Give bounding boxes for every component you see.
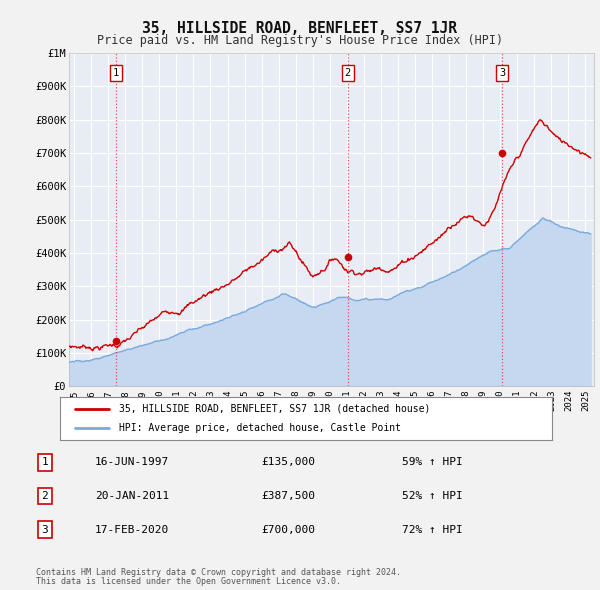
Text: 3: 3	[499, 68, 505, 78]
Text: Price paid vs. HM Land Registry's House Price Index (HPI): Price paid vs. HM Land Registry's House …	[97, 34, 503, 47]
Text: 52% ↑ HPI: 52% ↑ HPI	[401, 491, 463, 501]
Text: 35, HILLSIDE ROAD, BENFLEET, SS7 1JR (detached house): 35, HILLSIDE ROAD, BENFLEET, SS7 1JR (de…	[119, 404, 430, 414]
Text: 2: 2	[41, 491, 49, 501]
Text: 35, HILLSIDE ROAD, BENFLEET, SS7 1JR: 35, HILLSIDE ROAD, BENFLEET, SS7 1JR	[143, 21, 458, 35]
Text: 72% ↑ HPI: 72% ↑ HPI	[401, 525, 463, 535]
Text: 3: 3	[41, 525, 49, 535]
Text: 2: 2	[344, 68, 351, 78]
Text: £135,000: £135,000	[261, 457, 315, 467]
Text: This data is licensed under the Open Government Licence v3.0.: This data is licensed under the Open Gov…	[36, 577, 341, 586]
Text: 1: 1	[41, 457, 49, 467]
Text: £387,500: £387,500	[261, 491, 315, 501]
Text: 59% ↑ HPI: 59% ↑ HPI	[401, 457, 463, 467]
Text: Contains HM Land Registry data © Crown copyright and database right 2024.: Contains HM Land Registry data © Crown c…	[36, 568, 401, 577]
Text: HPI: Average price, detached house, Castle Point: HPI: Average price, detached house, Cast…	[119, 423, 401, 433]
Text: 17-FEB-2020: 17-FEB-2020	[95, 525, 169, 535]
Text: 1: 1	[113, 68, 119, 78]
Text: 16-JUN-1997: 16-JUN-1997	[95, 457, 169, 467]
Text: 20-JAN-2011: 20-JAN-2011	[95, 491, 169, 501]
Text: £700,000: £700,000	[261, 525, 315, 535]
